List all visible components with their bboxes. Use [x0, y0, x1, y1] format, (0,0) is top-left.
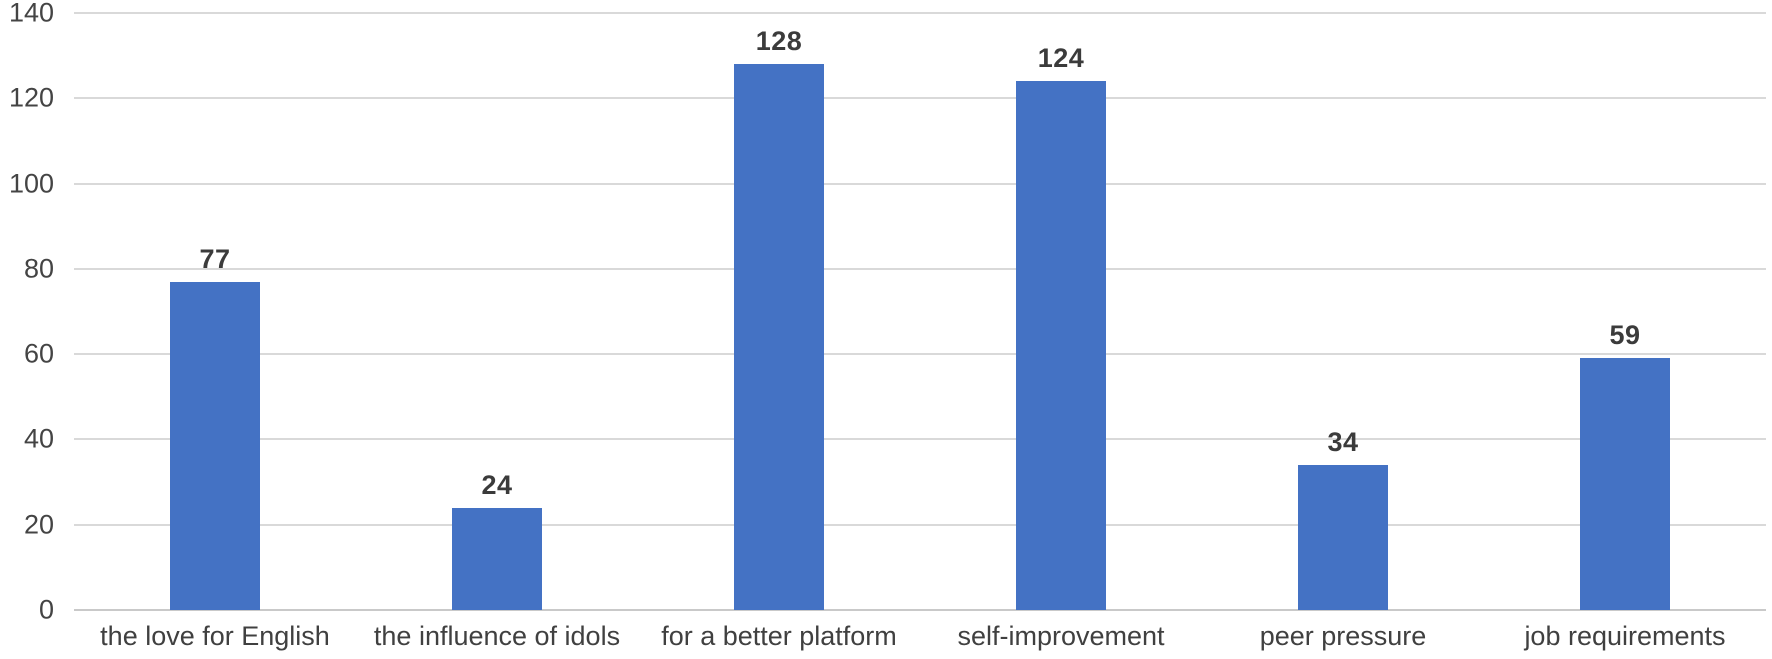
bar-slot: 124 — [920, 13, 1202, 610]
y-axis-tick-label: 120 — [8, 82, 54, 113]
y-axis-tick-label: 100 — [8, 168, 54, 199]
bar — [1298, 465, 1388, 610]
bar-slot: 24 — [356, 13, 638, 610]
x-axis-category-label: the love for English — [100, 621, 330, 652]
gridline — [74, 12, 1766, 14]
bar — [734, 64, 824, 610]
bar-slot: 59 — [1484, 13, 1766, 610]
x-axis-category-label: peer pressure — [1259, 621, 1427, 652]
bar-value-label: 128 — [755, 26, 803, 57]
y-axis-tick-label: 40 — [23, 423, 54, 454]
y-axis-tick-label: 0 — [38, 594, 54, 625]
x-axis-category-label: job requirements — [1524, 621, 1726, 652]
plot-area: 77 24 128 124 34 59 — [74, 12, 1766, 611]
y-axis-tick-label: 80 — [23, 253, 54, 284]
gridline — [74, 523, 1766, 526]
bar — [452, 507, 542, 610]
bar-slot: 128 — [638, 13, 920, 610]
bar-value-label: 59 — [1609, 320, 1641, 351]
bar-slot: 77 — [74, 13, 356, 610]
bar-value-label: 124 — [1037, 43, 1085, 74]
gridline — [74, 438, 1766, 441]
bar-value-label: 77 — [199, 243, 231, 274]
x-axis-category-label: for a better platform — [661, 621, 897, 652]
bar-value-label: 34 — [1327, 427, 1359, 458]
bar — [1580, 358, 1670, 610]
y-axis-tick-label: 60 — [23, 338, 54, 369]
y-axis: 0 20 40 60 80 100 120 140 — [0, 0, 62, 623]
y-axis-tick-label: 20 — [23, 509, 54, 540]
gridline — [74, 267, 1766, 270]
gridline — [74, 353, 1766, 356]
bars-container: 77 24 128 124 34 59 — [74, 13, 1766, 610]
x-axis: the love for English the influence of ido… — [74, 615, 1766, 659]
gridline — [74, 97, 1766, 100]
x-axis-line — [74, 609, 1766, 611]
bar-value-label: 24 — [481, 469, 513, 500]
y-axis-tick-label: 140 — [8, 0, 54, 28]
bar-slot: 34 — [1202, 13, 1484, 610]
x-axis-category-label: the influence of idols — [373, 621, 621, 652]
bar — [1016, 81, 1106, 610]
x-axis-category-label: self-improvement — [957, 621, 1165, 652]
gridline — [74, 182, 1766, 185]
bar — [170, 281, 260, 610]
